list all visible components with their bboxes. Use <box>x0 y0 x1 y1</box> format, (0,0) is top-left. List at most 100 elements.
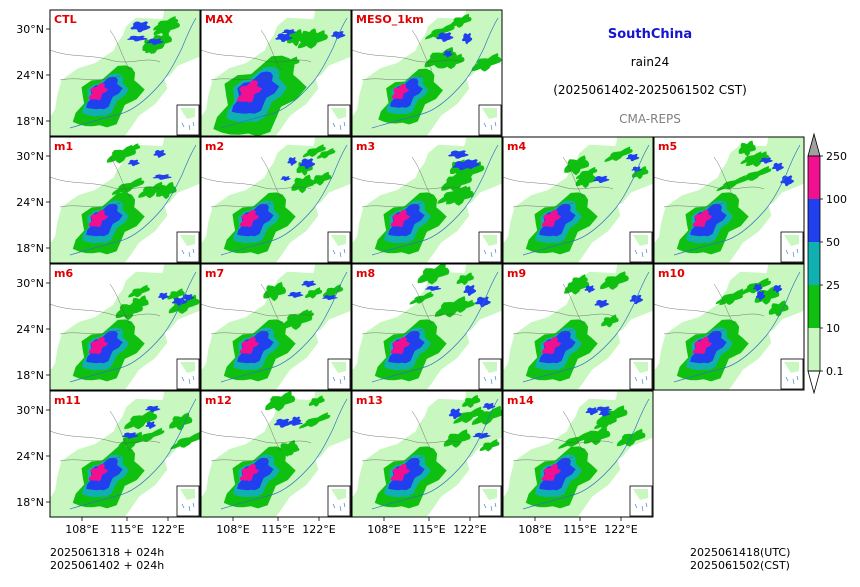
panel-frame <box>502 263 654 391</box>
rain-area-extreme <box>88 464 109 482</box>
south-china-sea-inset <box>327 358 351 390</box>
rain-streak <box>299 412 331 429</box>
panel-label: m12 <box>205 394 232 407</box>
coastline <box>220 17 348 129</box>
rain-cell <box>153 149 166 158</box>
colorbar-extend-min <box>807 370 821 395</box>
rain-streak <box>471 53 502 72</box>
province-boundary <box>503 410 614 462</box>
rain-area-extreme <box>692 337 713 355</box>
panel-frame <box>200 136 352 264</box>
south-china-sea-inset <box>327 104 351 136</box>
rain-area-intense <box>539 330 576 364</box>
rain-cell <box>146 38 164 45</box>
colorbar-segment <box>808 285 820 328</box>
rain-streak <box>118 431 145 449</box>
rain-cell <box>626 153 640 162</box>
rain-streak <box>291 174 314 194</box>
map-panel: CTL <box>49 9 201 137</box>
rain-area-intense <box>690 330 727 364</box>
south-china-sea-inset <box>478 358 502 390</box>
rain-streak <box>569 274 588 288</box>
rain-streak <box>305 287 323 299</box>
south-china-sea-inset <box>629 485 653 517</box>
rain-streak <box>425 23 455 40</box>
rain-cell <box>452 160 472 171</box>
lon-tick-label: 115°E <box>563 523 596 536</box>
rain-area-extreme <box>391 83 410 100</box>
province-boundary <box>654 283 765 335</box>
south-china-sea-inset <box>176 104 200 136</box>
province-boundary <box>352 283 463 335</box>
map-panel: m12 <box>200 390 352 518</box>
panel-frame <box>49 390 201 518</box>
region-title: SouthChina <box>607 27 693 42</box>
coastline <box>69 398 197 510</box>
province-boundary <box>201 156 312 208</box>
rain-streak <box>435 296 469 318</box>
rain-cell <box>447 150 469 159</box>
colorbar-segment <box>808 328 820 371</box>
rain-streak <box>417 264 450 285</box>
south-china-sea-inset <box>478 104 502 136</box>
rain-streak <box>715 288 746 305</box>
coastline <box>522 144 650 256</box>
rain-streak <box>302 144 326 158</box>
rain-streak <box>596 405 628 425</box>
init-time-utc: 2025061318 + 024h <box>50 546 165 559</box>
map-panel: m14 <box>502 390 654 518</box>
map-panel: m5 <box>653 136 805 264</box>
map-panel: MAX <box>200 9 352 137</box>
panel-frame <box>200 390 352 518</box>
south-china-sea-inset <box>176 358 200 390</box>
rain-streak <box>449 13 472 28</box>
map-panel: m8 <box>351 263 503 391</box>
rain-area-extreme <box>88 337 109 355</box>
rain-cell <box>780 175 794 187</box>
map-panel: m10 <box>653 263 805 391</box>
valid-time-cst: 2025061502(CST) <box>690 559 790 572</box>
lat-tick-label: 24°N <box>16 196 44 209</box>
rain-area-extreme <box>239 337 260 355</box>
coastline <box>220 144 348 256</box>
rain-streak <box>167 288 185 301</box>
rain-cell <box>759 157 773 164</box>
south-china-sea-inset <box>327 231 351 263</box>
panels-layer: CTL MAX MESO_1km m1 m2 m3 m4 m5 m6 m7 m8 m9 m10 m11 m1… <box>49 9 805 518</box>
colorbar-level-label: 25 <box>826 279 840 292</box>
rain-streak <box>308 395 325 407</box>
rain-streak <box>768 300 789 317</box>
rain-streak <box>600 271 629 290</box>
coastline <box>69 271 197 383</box>
south-china-sea-inset <box>327 485 351 517</box>
rain-area-extreme <box>239 210 260 228</box>
lon-tick-label: 122°E <box>453 523 486 536</box>
lat-tick-label: 18°N <box>16 496 44 509</box>
rain-cell <box>482 402 496 410</box>
south-china-sea-inset <box>780 358 804 390</box>
colorbar-extend-max <box>807 132 821 157</box>
coastline <box>673 271 801 383</box>
rain-streak <box>471 405 502 425</box>
rain-cell <box>584 285 595 293</box>
axes-layer: 30°N 24°N 18°N 30°N 24°N 18°N 30°N 24°N 18°N 30°N… <box>16 23 638 536</box>
panel-label: m3 <box>356 140 375 153</box>
panel-label: m9 <box>507 267 526 280</box>
rain-area-light <box>157 391 200 421</box>
south-china-sea-inset <box>629 231 653 263</box>
rain-cell <box>594 406 612 413</box>
rain-area-extreme <box>390 210 411 228</box>
province-boundary <box>50 410 161 462</box>
rain-cell <box>755 290 766 301</box>
coastline <box>371 17 499 129</box>
south-china-sea-inset <box>478 485 502 517</box>
rain-cell <box>631 166 642 172</box>
rain-cell <box>321 295 338 300</box>
rain-cell <box>130 21 151 33</box>
province-boundary <box>503 283 614 335</box>
rain-area-intense <box>237 203 274 237</box>
rain-cell <box>443 50 453 58</box>
rain-cell <box>299 158 315 169</box>
rain-area-extreme <box>692 210 713 228</box>
